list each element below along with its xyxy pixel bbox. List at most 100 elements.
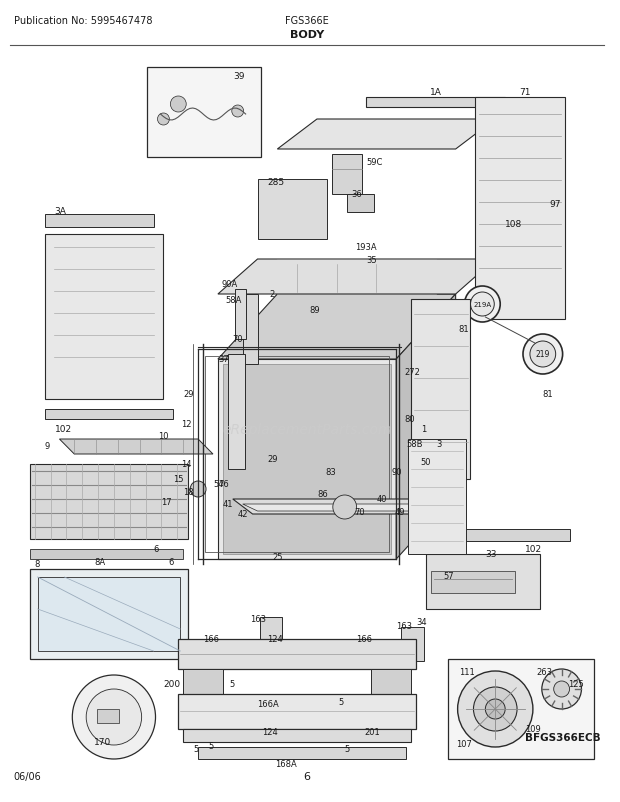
- Text: 163: 163: [396, 622, 412, 630]
- Bar: [347, 195, 374, 213]
- Text: 90: 90: [391, 468, 402, 476]
- Text: 29: 29: [267, 455, 278, 464]
- Text: 76: 76: [218, 480, 229, 488]
- Text: 39: 39: [234, 72, 246, 81]
- Polygon shape: [179, 639, 416, 669]
- Text: 2: 2: [270, 290, 275, 298]
- Circle shape: [232, 106, 244, 118]
- Text: 54: 54: [213, 480, 223, 488]
- Text: 166A: 166A: [257, 699, 279, 708]
- Bar: [431, 571, 515, 593]
- Text: 285: 285: [267, 178, 285, 187]
- Text: 272: 272: [404, 367, 420, 376]
- Polygon shape: [411, 300, 471, 480]
- Text: 1: 1: [421, 424, 426, 433]
- Polygon shape: [30, 549, 184, 559]
- Circle shape: [542, 669, 582, 709]
- Polygon shape: [198, 747, 406, 759]
- Text: 12: 12: [181, 419, 192, 428]
- Circle shape: [554, 681, 570, 697]
- Text: eReplacementParts.com: eReplacementParts.com: [223, 423, 392, 436]
- Text: 263: 263: [537, 667, 553, 676]
- Text: 86: 86: [317, 489, 328, 498]
- Text: 111: 111: [459, 667, 474, 676]
- Polygon shape: [408, 439, 466, 554]
- Polygon shape: [476, 98, 565, 320]
- Text: 25: 25: [272, 553, 283, 561]
- Polygon shape: [218, 294, 456, 359]
- Text: 41: 41: [223, 500, 233, 508]
- Text: 17: 17: [161, 497, 172, 506]
- Text: 8: 8: [35, 559, 40, 569]
- Polygon shape: [277, 119, 495, 150]
- Polygon shape: [184, 669, 223, 699]
- Text: 219: 219: [536, 350, 550, 359]
- Bar: [97, 709, 119, 723]
- Text: 70: 70: [232, 334, 244, 343]
- Text: 200: 200: [164, 679, 180, 688]
- Text: 5: 5: [345, 744, 350, 753]
- Text: 40: 40: [376, 494, 387, 504]
- Circle shape: [523, 334, 562, 375]
- Circle shape: [86, 689, 141, 745]
- Circle shape: [471, 293, 494, 317]
- Text: 124: 124: [267, 634, 283, 643]
- Text: 5: 5: [230, 679, 235, 688]
- Polygon shape: [235, 290, 246, 339]
- Polygon shape: [60, 439, 213, 455]
- Circle shape: [203, 709, 232, 739]
- Polygon shape: [332, 155, 361, 195]
- Text: 193A: 193A: [355, 243, 376, 252]
- Polygon shape: [218, 260, 495, 294]
- Text: 6: 6: [169, 557, 174, 566]
- Text: 168A: 168A: [275, 759, 297, 768]
- Circle shape: [190, 481, 206, 497]
- Polygon shape: [45, 215, 154, 228]
- Text: 125: 125: [569, 679, 584, 688]
- Polygon shape: [232, 500, 456, 514]
- Polygon shape: [411, 529, 570, 541]
- Bar: [146, 68, 260, 158]
- Text: 102: 102: [525, 545, 542, 553]
- Text: BFGS366ECB: BFGS366ECB: [525, 732, 601, 742]
- Polygon shape: [184, 729, 411, 742]
- Text: 3A: 3A: [55, 207, 66, 216]
- Text: 166: 166: [356, 634, 373, 643]
- Text: 36: 36: [352, 190, 362, 199]
- Text: 124: 124: [262, 727, 278, 736]
- Text: 42: 42: [237, 509, 248, 518]
- Text: 83: 83: [325, 468, 335, 476]
- Text: 80: 80: [404, 415, 415, 423]
- Polygon shape: [179, 695, 416, 729]
- Polygon shape: [45, 235, 164, 399]
- Polygon shape: [401, 627, 424, 661]
- Text: 163: 163: [250, 614, 265, 623]
- Text: 58B: 58B: [406, 439, 423, 448]
- Circle shape: [73, 675, 156, 759]
- Polygon shape: [30, 464, 188, 539]
- Text: 14: 14: [181, 460, 192, 468]
- Circle shape: [333, 496, 356, 520]
- Circle shape: [212, 718, 224, 730]
- Text: 166: 166: [203, 634, 219, 643]
- Text: 219A: 219A: [473, 302, 492, 308]
- Text: 71: 71: [519, 88, 531, 97]
- Text: BODY: BODY: [290, 30, 324, 40]
- Text: 29: 29: [184, 390, 193, 399]
- Text: 49: 49: [394, 508, 405, 516]
- Polygon shape: [366, 98, 505, 107]
- Text: Publication No: 5995467478: Publication No: 5995467478: [14, 16, 153, 26]
- Circle shape: [485, 699, 505, 719]
- Text: FGS366E: FGS366E: [285, 16, 329, 26]
- Text: 58A: 58A: [226, 296, 242, 305]
- Circle shape: [157, 114, 169, 126]
- Polygon shape: [396, 294, 456, 559]
- Text: 6: 6: [154, 545, 159, 553]
- Polygon shape: [45, 410, 174, 419]
- Text: 89: 89: [309, 306, 320, 314]
- Polygon shape: [218, 359, 396, 559]
- Text: 5: 5: [193, 744, 198, 753]
- Text: 201: 201: [365, 727, 380, 736]
- Text: 18: 18: [184, 488, 194, 496]
- Text: 59C: 59C: [366, 158, 383, 167]
